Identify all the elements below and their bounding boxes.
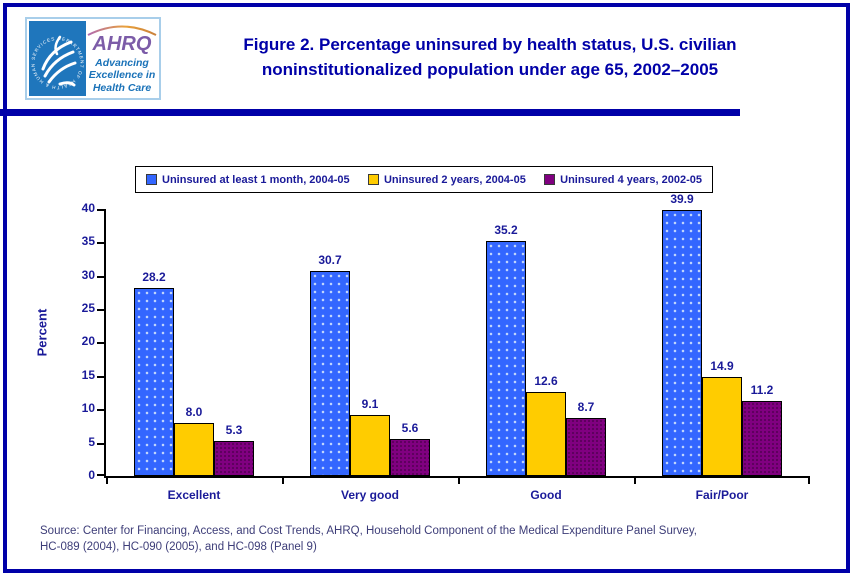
x-tick [106,478,108,484]
y-axis-title: Percent [34,308,50,357]
legend-item-1month: Uninsured at least 1 month, 2004-05 [146,174,350,186]
y-tick [97,209,104,211]
y-axis-tick-label: 10 [81,401,95,415]
y-axis-tick-label: 30 [81,268,95,282]
y-tick [97,342,104,344]
source-note: Source: Center for Financing, Access, an… [40,525,697,553]
hhs-seal-icon: DEPARTMENT OF HEALTH & HUMAN SERVICES · … [27,17,86,96]
y-axis-tick-label: 25 [81,301,95,315]
header-divider-bar [0,109,740,116]
y-axis-tick-label: 40 [81,201,95,215]
bar-value-label: 28.2 [142,270,166,284]
bar-value-label: 11.2 [750,383,774,397]
hhs-seal-circular-text: DEPARTMENT OF HEALTH & HUMAN SERVICES · … [27,17,84,90]
legend-swatch-gold [367,174,379,185]
y-tick [97,309,104,311]
chart-bar [702,377,742,476]
y-axis-tick-label: 35 [81,234,95,248]
x-tick [808,478,810,484]
figure-title: Figure 2. Percentage uninsured by health… [243,35,737,79]
ahrq-logo-text-block: AHRQ Advancing Excellence in Health Care [86,21,158,96]
y-tick [97,474,104,476]
x-category-label: Very good [340,488,399,502]
bar-value-label: 35.2 [494,223,518,237]
chart-bar [214,441,254,476]
x-category-label: Excellent [167,488,221,502]
plot-area: 0 5 10 15 20 25 30 35 40 Excellent Very good Good Fa… [82,192,810,502]
legend-item-4years: Uninsured 4 years, 2002-05 [544,174,702,186]
x-tick [634,478,636,484]
chart-bar [134,288,174,476]
bar-value-label: 8.7 [577,400,595,414]
y-tick [97,376,104,378]
chart-bar [310,271,350,476]
bar-value-label: 39.9 [670,192,694,206]
chart-legend: Uninsured at least 1 month, 2004-05 Unin… [135,166,713,193]
bar-value-label: 5.6 [401,421,419,435]
bar-value-label: 14.9 [710,359,734,373]
ahrq-wordmark: AHRQ [92,32,152,55]
y-axis-tick-label: 5 [88,435,95,449]
chart-bar [390,439,430,476]
bar-value-label: 30.7 [318,253,342,267]
y-axis-tick-label: 0 [88,468,95,482]
x-category-label: Good [530,488,562,502]
chart-bar [486,241,526,476]
y-tick [97,443,104,445]
hhs-eagle-icon [41,35,77,87]
y-tick [97,409,104,411]
bar-value-label: 9.1 [361,397,379,411]
bar-value-label: 8.0 [185,405,203,419]
x-category-label: Fair/Poor [695,488,749,502]
ahrq-hhs-logo: DEPARTMENT OF HEALTH & HUMAN SERVICES · … [25,17,161,100]
bar-value-label: 5.3 [225,423,243,437]
y-tick [97,242,104,244]
chart-bar [742,401,782,476]
x-tick [458,478,460,484]
x-tick [282,478,284,484]
y-axis-tick-label: 15 [81,368,95,382]
chart-bar [350,415,390,476]
legend-swatch-blue [146,174,157,185]
bar-value-label: 12.6 [534,374,558,388]
ahrq-tagline: Advancing Excellence in Health Care [88,56,156,94]
chart-bar [526,392,566,476]
chart-bar [662,210,702,476]
legend-swatch-purple [544,174,556,185]
ahrq-arc-icon [87,25,157,36]
legend-item-2years: Uninsured 2 years, 2004-05 [367,174,526,186]
chart-bar [566,418,606,476]
svg-text:DEPARTMENT OF HEALTH & HUMAN S: DEPARTMENT OF HEALTH & HUMAN SERVICES · … [29,21,85,90]
y-axis-tick-label: 20 [81,334,95,348]
chart-bar [174,423,214,476]
y-tick [97,276,104,278]
